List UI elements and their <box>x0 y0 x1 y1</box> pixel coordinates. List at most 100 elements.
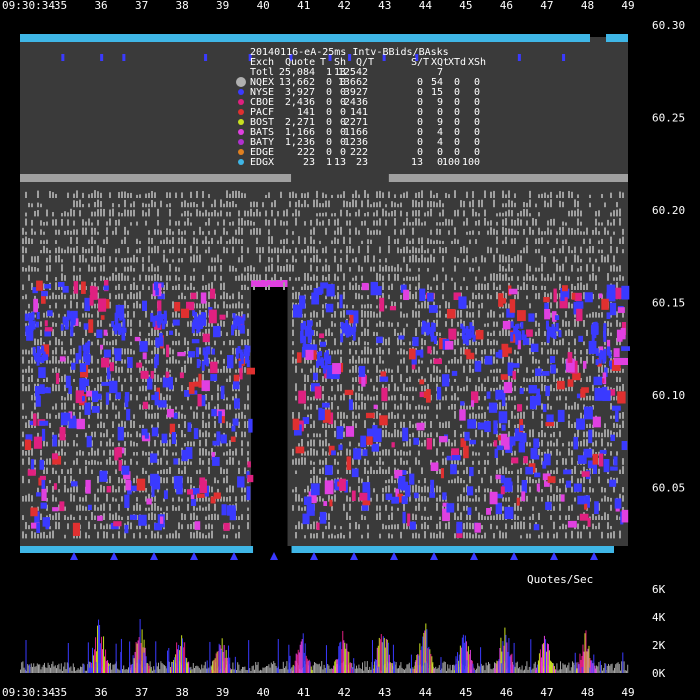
histogram-peak-bar <box>581 655 583 673</box>
histogram-peak-bar <box>381 642 383 673</box>
histogram-peak-bar <box>549 660 551 673</box>
histogram-peak-bar <box>495 663 497 673</box>
table-cell: 0 <box>340 127 346 138</box>
table-cell: 0 <box>326 147 332 158</box>
histogram-peak-bar <box>499 647 501 673</box>
top-x-tick: 42 <box>338 0 351 12</box>
bottom-x-tick: 35 <box>54 686 67 699</box>
table-cell: NYSE <box>250 87 274 98</box>
table-cell: 1 <box>326 67 332 78</box>
histogram-peak-bar <box>103 636 105 673</box>
histogram-peak-bar <box>511 653 513 673</box>
histogram-peak-bar <box>548 650 550 673</box>
exchange-marker <box>238 99 244 105</box>
histogram-peak-bar <box>184 642 186 673</box>
table-cell: 0 <box>474 127 480 138</box>
histogram-peak-bar <box>89 667 91 673</box>
table-cell: 222 <box>350 147 368 158</box>
histogram-peak-bar <box>144 647 146 673</box>
histogram-peak-bar <box>343 640 345 673</box>
histogram-peak-bar <box>133 658 135 673</box>
histogram-peak-bar <box>216 651 218 673</box>
histogram-peak-bar <box>501 651 503 673</box>
table-cell: 0 <box>340 87 346 98</box>
histogram-peak-bar <box>583 651 585 673</box>
histogram-peak-bar <box>93 655 95 673</box>
table-cell: 0 <box>340 147 346 158</box>
histogram-peak-bar <box>141 629 143 673</box>
top-x-tick: 35 <box>54 0 67 12</box>
table-cell: 9 <box>437 97 443 108</box>
table-cell: 0 <box>454 87 460 98</box>
histogram-peak-bar <box>534 669 536 673</box>
table-cell: 0 <box>340 77 346 88</box>
histogram-peak-bar <box>349 662 351 673</box>
histogram-peak-bar <box>292 664 294 673</box>
histogram-peak-bar <box>453 670 455 673</box>
histogram-peak-bar <box>422 636 424 673</box>
histogram-peak-bar <box>347 651 349 673</box>
exchange-marker <box>238 119 244 125</box>
table-cell: BATS <box>250 127 274 138</box>
table-cell: 2,436 <box>285 97 315 108</box>
main-plot <box>20 34 630 560</box>
histogram-peak-bar <box>377 645 379 673</box>
histogram-peak-bar <box>293 665 295 673</box>
histogram-peak-bar <box>536 664 538 673</box>
axes: 09:30:3409:30:34353536363737383839394040… <box>2 0 685 699</box>
table-cell: 1,166 <box>285 127 315 138</box>
histogram-peak-bar <box>552 665 554 673</box>
histogram-peak-bar <box>540 657 542 673</box>
histogram-peak-bar <box>470 660 472 673</box>
table-cell: 0 <box>326 107 332 118</box>
histogram-peak-bar <box>230 669 232 673</box>
y-tick: 60.15 <box>652 297 685 310</box>
histogram-peak-bar <box>295 653 297 673</box>
histogram-peak-bar <box>186 658 188 673</box>
histogram-peak-bar <box>426 629 428 673</box>
histogram-peak-bar <box>96 651 98 673</box>
histogram-peak-bar <box>432 662 434 673</box>
table-cell: 0 <box>417 87 423 98</box>
table-cell: 0 <box>454 77 460 88</box>
histogram-peak-bar <box>187 663 189 673</box>
histogram-peak-bar <box>383 637 385 673</box>
histogram-peak-bar <box>507 651 509 673</box>
histogram-peak-bar <box>332 669 334 673</box>
histogram-peak-bar <box>296 654 298 673</box>
histogram-peak-bar <box>433 668 435 673</box>
exchange-marker <box>236 77 246 87</box>
table-cell: 0 <box>474 147 480 158</box>
histogram-peak-bar <box>551 662 553 673</box>
table-cell: 1236 <box>344 137 368 148</box>
histogram-peak-bar <box>553 666 555 673</box>
table-cell: 1,236 <box>285 137 315 148</box>
histogram-peak-bar <box>97 625 99 673</box>
chart-title: 20140116-eA-25ms Intv-BBids/BAsks <box>250 47 449 58</box>
histogram-peak-bar <box>510 654 512 673</box>
histogram-peak-bar <box>469 649 471 673</box>
histogram-peak-bar <box>586 651 588 673</box>
histogram-peak-bar <box>461 637 463 673</box>
table-cell: 141 <box>297 107 315 118</box>
bottom-x-tick: 49 <box>621 686 634 699</box>
table-header: XSh <box>468 57 486 68</box>
histogram-peak-bar <box>298 652 300 673</box>
histogram-peak-bar <box>190 670 192 673</box>
exchange-marker <box>238 159 244 165</box>
top-x-tick: 36 <box>94 0 107 12</box>
bottom-x-tick: 38 <box>176 686 189 699</box>
histogram-peak-bar <box>591 660 593 673</box>
table-cell: 100 <box>442 157 460 168</box>
histogram-y-tick: 0K <box>652 667 666 680</box>
histogram-peak-bar <box>139 619 141 673</box>
table-cell: 2271 <box>344 117 368 128</box>
histogram-peak-bar <box>460 647 462 673</box>
best-ask-line <box>20 34 590 42</box>
gap-ask-bar <box>251 280 288 287</box>
histogram-peak-bar <box>107 660 109 673</box>
y-tick: 60.20 <box>652 204 685 217</box>
histogram-peak-bar <box>537 660 539 673</box>
table-cell: 100 <box>462 157 480 168</box>
histogram-peak-bar <box>94 649 96 673</box>
